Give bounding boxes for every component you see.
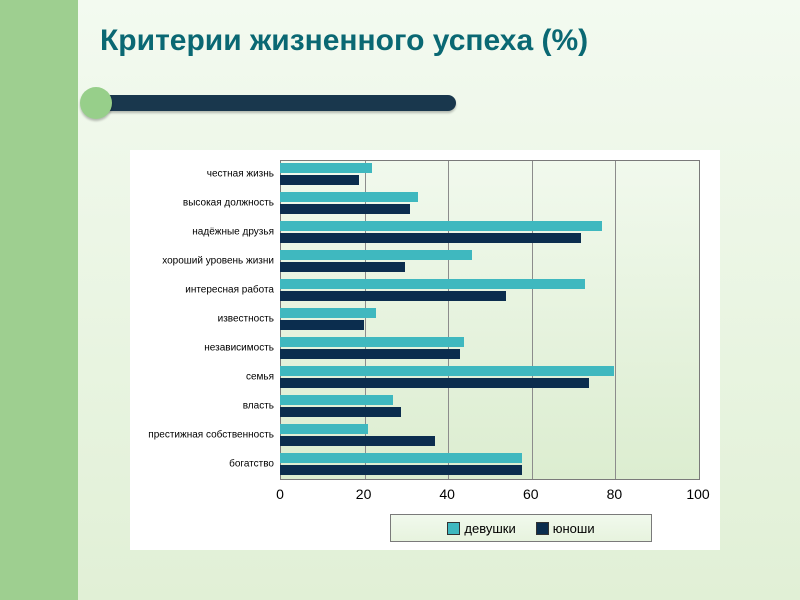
y-category-label: престижная собственность [148,429,274,440]
bar-boys [280,175,359,185]
bar-girls [280,308,376,318]
bar-girls [280,221,602,231]
accent-dot [80,87,112,119]
chart-legend: девушки юноши [390,514,652,542]
bar-boys [280,204,410,214]
bar-girls [280,279,585,289]
left-accent-strip [0,0,78,600]
legend-swatch-boys [536,522,549,535]
x-tick-label: 100 [686,486,709,502]
bar-boys [280,378,589,388]
legend-item-boys: юноши [536,521,595,536]
bar-boys [280,465,522,475]
gridline [615,161,616,479]
y-category-label: семья [246,371,274,382]
x-tick-label: 60 [523,486,539,502]
bar-girls [280,163,372,173]
gridline [532,161,533,479]
bar-boys [280,407,401,417]
slide-root: Критерии жизненного успеха (%) девушки ю… [0,0,800,600]
legend-label-boys: юноши [553,521,595,536]
x-tick-label: 80 [607,486,623,502]
legend-label-girls: девушки [464,521,515,536]
bar-girls [280,337,464,347]
accent-bar [96,95,456,111]
y-category-label: хороший уровень жизни [162,256,274,267]
bar-boys [280,262,405,272]
legend-swatch-girls [447,522,460,535]
x-tick-label: 0 [276,486,284,502]
bar-girls [280,366,614,376]
y-category-label: надёжные друзья [192,227,274,238]
bar-boys [280,349,460,359]
y-category-label: интересная работа [185,285,274,296]
bar-boys [280,436,435,446]
y-category-label: богатство [229,458,274,469]
y-category-label: независимость [204,342,274,353]
legend-item-girls: девушки [447,521,515,536]
bar-girls [280,250,472,260]
y-category-label: честная жизнь [207,169,274,180]
slide-title: Критерии жизненного успеха (%) [100,24,588,58]
y-category-label: высокая должность [183,198,274,209]
bar-boys [280,291,506,301]
y-category-label: власть [243,400,274,411]
gridline [448,161,449,479]
bar-girls [280,424,368,434]
bar-girls [280,192,418,202]
bar-girls [280,453,522,463]
x-tick-label: 20 [356,486,372,502]
x-tick-label: 40 [439,486,455,502]
bar-boys [280,320,364,330]
y-category-label: известность [218,314,274,325]
bar-boys [280,233,581,243]
bar-girls [280,395,393,405]
chart-container: девушки юноши 0 20 40 60 80 100 честная жизнь в… [130,150,720,550]
